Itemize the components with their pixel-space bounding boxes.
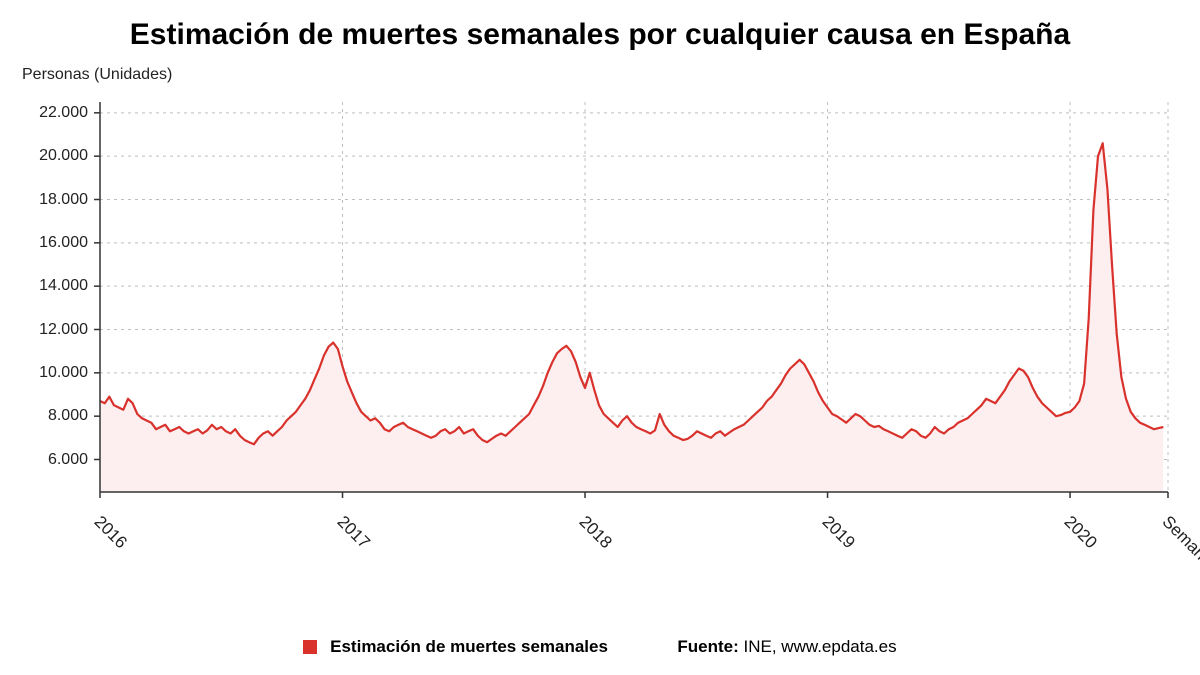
legend-swatch	[303, 640, 317, 654]
y-tick-label: 18.000	[39, 191, 88, 209]
chart-title: Estimación de muertes semanales por cual…	[0, 0, 1200, 60]
chart-svg	[22, 96, 1178, 506]
x-tick-labels: 20162017201820192020Semana 21	[22, 508, 1178, 588]
legend: Estimación de muertes semanales Fuente: …	[0, 637, 1200, 657]
y-tick-label: 10.000	[39, 364, 88, 382]
x-tick-label: 2019	[817, 512, 858, 553]
x-tick-label: Semana 21	[1158, 512, 1200, 588]
y-tick-label: 22.000	[39, 104, 88, 122]
y-tick-label: 8.000	[48, 407, 88, 425]
y-tick-label: 16.000	[39, 234, 88, 252]
y-tick-label: 6.000	[48, 451, 88, 469]
y-tick-labels: 6.000 8.000 10.000 12.000 14.000 16.000 18.000…	[22, 96, 100, 506]
legend-source-text: INE, www.epdata.es	[744, 637, 897, 656]
x-tick-label: 2020	[1060, 512, 1101, 553]
x-tick-label: 2018	[575, 512, 616, 553]
legend-series-label: Estimación de muertes semanales	[330, 637, 608, 656]
y-tick-label: 12.000	[39, 321, 88, 339]
chart-area: 6.000 8.000 10.000 12.000 14.000 16.000 18.000…	[22, 96, 1178, 506]
legend-source-prefix: Fuente:	[677, 637, 743, 656]
x-tick-label: 2016	[90, 512, 131, 553]
y-tick-label: 14.000	[39, 277, 88, 295]
y-axis-label: Personas (Unidades)	[22, 66, 172, 84]
y-tick-label: 20.000	[39, 147, 88, 165]
x-tick-label: 2017	[332, 512, 373, 553]
